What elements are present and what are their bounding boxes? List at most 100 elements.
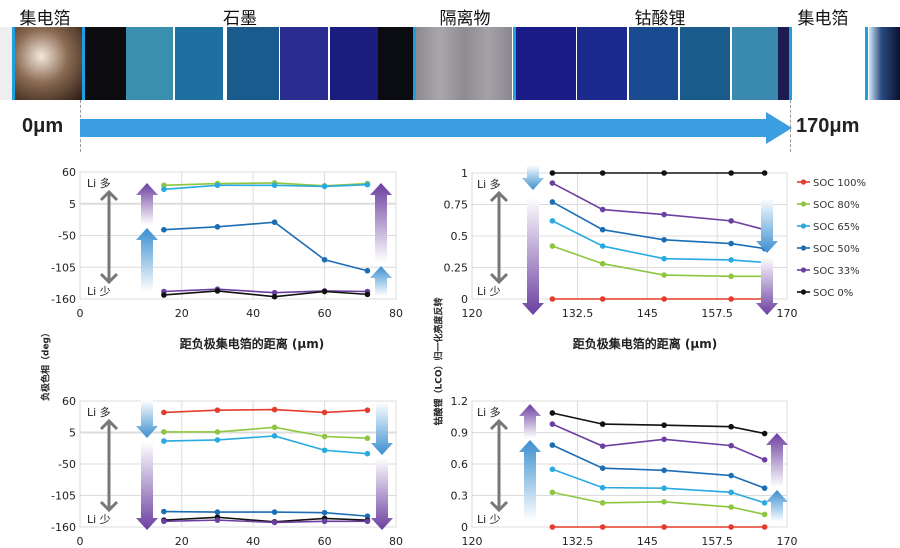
data-point xyxy=(761,485,768,491)
data-point xyxy=(728,170,734,176)
x-tick-label: 60 xyxy=(318,307,332,320)
li-less-label: Li 少 xyxy=(87,285,111,298)
legend-label: SOC 65% xyxy=(813,222,860,233)
double-arrow-icon xyxy=(99,418,119,513)
data-point xyxy=(549,524,556,530)
data-point xyxy=(661,211,667,218)
x-tick-label: 157.5 xyxy=(701,535,733,548)
data-point xyxy=(761,524,768,530)
x-tick-label: 80 xyxy=(389,535,403,548)
arrow-down-icon xyxy=(136,400,158,438)
data-point xyxy=(271,406,278,413)
data-point xyxy=(761,500,768,506)
y-tick-label: 5 xyxy=(69,427,76,440)
y-axis-label-cathode: 钴酸锂（LCO）归一化亮度反转 xyxy=(434,297,445,426)
x-tick-label: 0 xyxy=(77,307,84,320)
data-point xyxy=(661,170,667,176)
y-tick-label: 5 xyxy=(69,198,76,211)
arrow-up-icon xyxy=(136,228,158,292)
double-arrow-icon xyxy=(489,418,509,513)
data-point xyxy=(549,199,556,205)
y-tick-label: 60 xyxy=(62,166,76,179)
y-axis-label-anode: 负极色相（deg） xyxy=(41,328,52,401)
legend-item: SOC 33% xyxy=(797,266,860,277)
x-tick-label: 0 xyxy=(77,535,84,548)
data-point xyxy=(549,296,556,302)
arrow-down-icon xyxy=(136,442,158,530)
label-graphite: 石墨 xyxy=(223,9,257,29)
data-point xyxy=(549,243,556,249)
y-tick-label: 0.25 xyxy=(444,262,469,275)
li-less-label: Li 少 xyxy=(87,513,111,526)
data-point xyxy=(271,219,278,226)
data-point xyxy=(321,447,328,454)
data-point xyxy=(728,218,734,224)
data-point xyxy=(599,206,606,213)
data-point xyxy=(728,442,734,449)
x-tick-label: 170 xyxy=(777,535,798,548)
x-tick-label: 60 xyxy=(318,535,332,548)
data-point xyxy=(364,181,371,188)
distance-arrow xyxy=(80,112,792,144)
y-tick-label: 1 xyxy=(461,167,468,180)
y-tick-label: -160 xyxy=(51,293,76,306)
y-tick-label: 0 xyxy=(461,293,468,306)
data-point xyxy=(599,524,606,530)
data-point xyxy=(599,170,606,176)
legend-label: SOC 80% xyxy=(813,200,860,211)
data-point xyxy=(761,511,768,518)
data-point xyxy=(214,224,221,230)
li-less-label: Li 少 xyxy=(477,285,501,298)
double-arrow-icon xyxy=(99,189,119,285)
data-point xyxy=(761,457,768,463)
data-point xyxy=(271,509,278,515)
x-tick-label: 40 xyxy=(246,307,260,320)
x-tick-label: 132.5 xyxy=(562,307,594,320)
legend-label: SOC 33% xyxy=(813,266,860,277)
legend-label: SOC 100% xyxy=(813,178,866,189)
li-more-label: Li 多 xyxy=(477,405,501,419)
data-point xyxy=(161,182,167,189)
start-distance-label: 0μm xyxy=(22,115,64,137)
data-point xyxy=(661,236,667,243)
legend-item: SOC 0% xyxy=(797,288,853,299)
data-point xyxy=(161,438,167,444)
data-point xyxy=(661,485,667,491)
arrow-up-icon xyxy=(519,440,541,520)
y-tick-label: 0 xyxy=(461,521,468,534)
x-tick-label: 40 xyxy=(246,535,260,548)
arrow-up-icon xyxy=(519,404,541,438)
arrow-up-icon xyxy=(766,490,788,522)
data-point xyxy=(364,518,371,525)
y-tick-label: -105 xyxy=(51,490,76,503)
data-point xyxy=(728,296,734,302)
data-point xyxy=(364,267,371,274)
data-point xyxy=(549,442,556,448)
data-point xyxy=(214,429,221,435)
data-point xyxy=(599,484,606,491)
y-tick-label: 0.3 xyxy=(451,490,469,503)
legend-label: SOC 0% xyxy=(813,288,853,299)
y-tick-label: -50 xyxy=(58,230,76,243)
data-point xyxy=(214,288,221,294)
data-point xyxy=(321,256,328,263)
data-point xyxy=(549,466,556,473)
data-point xyxy=(271,519,278,526)
x-tick-label: 120 xyxy=(462,535,483,548)
data-point xyxy=(271,424,278,431)
data-point xyxy=(364,513,371,519)
arrow-down-icon xyxy=(522,165,544,190)
data-point xyxy=(661,255,667,262)
data-point xyxy=(728,524,734,530)
data-point xyxy=(214,517,221,523)
x-tick-label: 80 xyxy=(389,307,403,320)
x-tick-label: 170 xyxy=(777,307,798,320)
y-tick-label: 0.9 xyxy=(451,427,469,440)
data-point xyxy=(271,182,278,189)
label-separator: 隔离物 xyxy=(439,9,491,29)
data-point xyxy=(271,293,278,300)
data-point xyxy=(661,524,667,530)
data-point xyxy=(271,289,278,296)
